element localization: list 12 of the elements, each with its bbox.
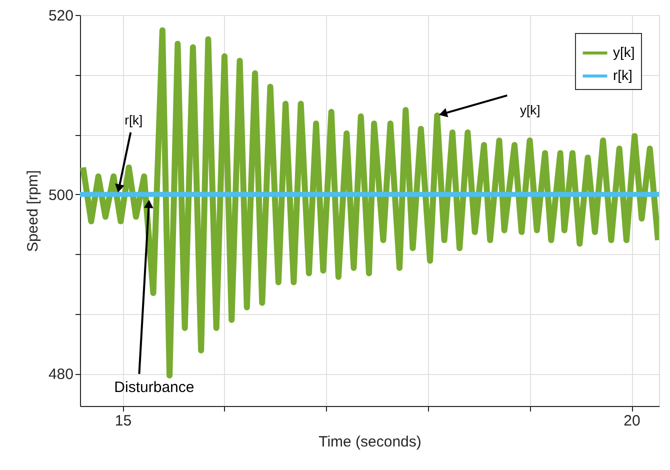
annotation: y[k]	[520, 102, 540, 118]
x-tick-label: 20	[624, 412, 640, 430]
x-tick-label: 15	[114, 412, 132, 430]
annotation: r[k]	[124, 112, 143, 128]
y-tick-label: 480	[48, 366, 74, 384]
legend-label: y[k]	[613, 44, 635, 60]
x-axis-title: Time (seconds)	[318, 434, 422, 450]
y-tick-label: 520	[48, 8, 74, 24]
y-axis-title: Speed [rpm]	[24, 170, 42, 252]
annotation: Disturbance	[114, 378, 194, 396]
y-tick-label: 500	[48, 186, 74, 204]
legend-label: r[k]	[613, 67, 632, 83]
